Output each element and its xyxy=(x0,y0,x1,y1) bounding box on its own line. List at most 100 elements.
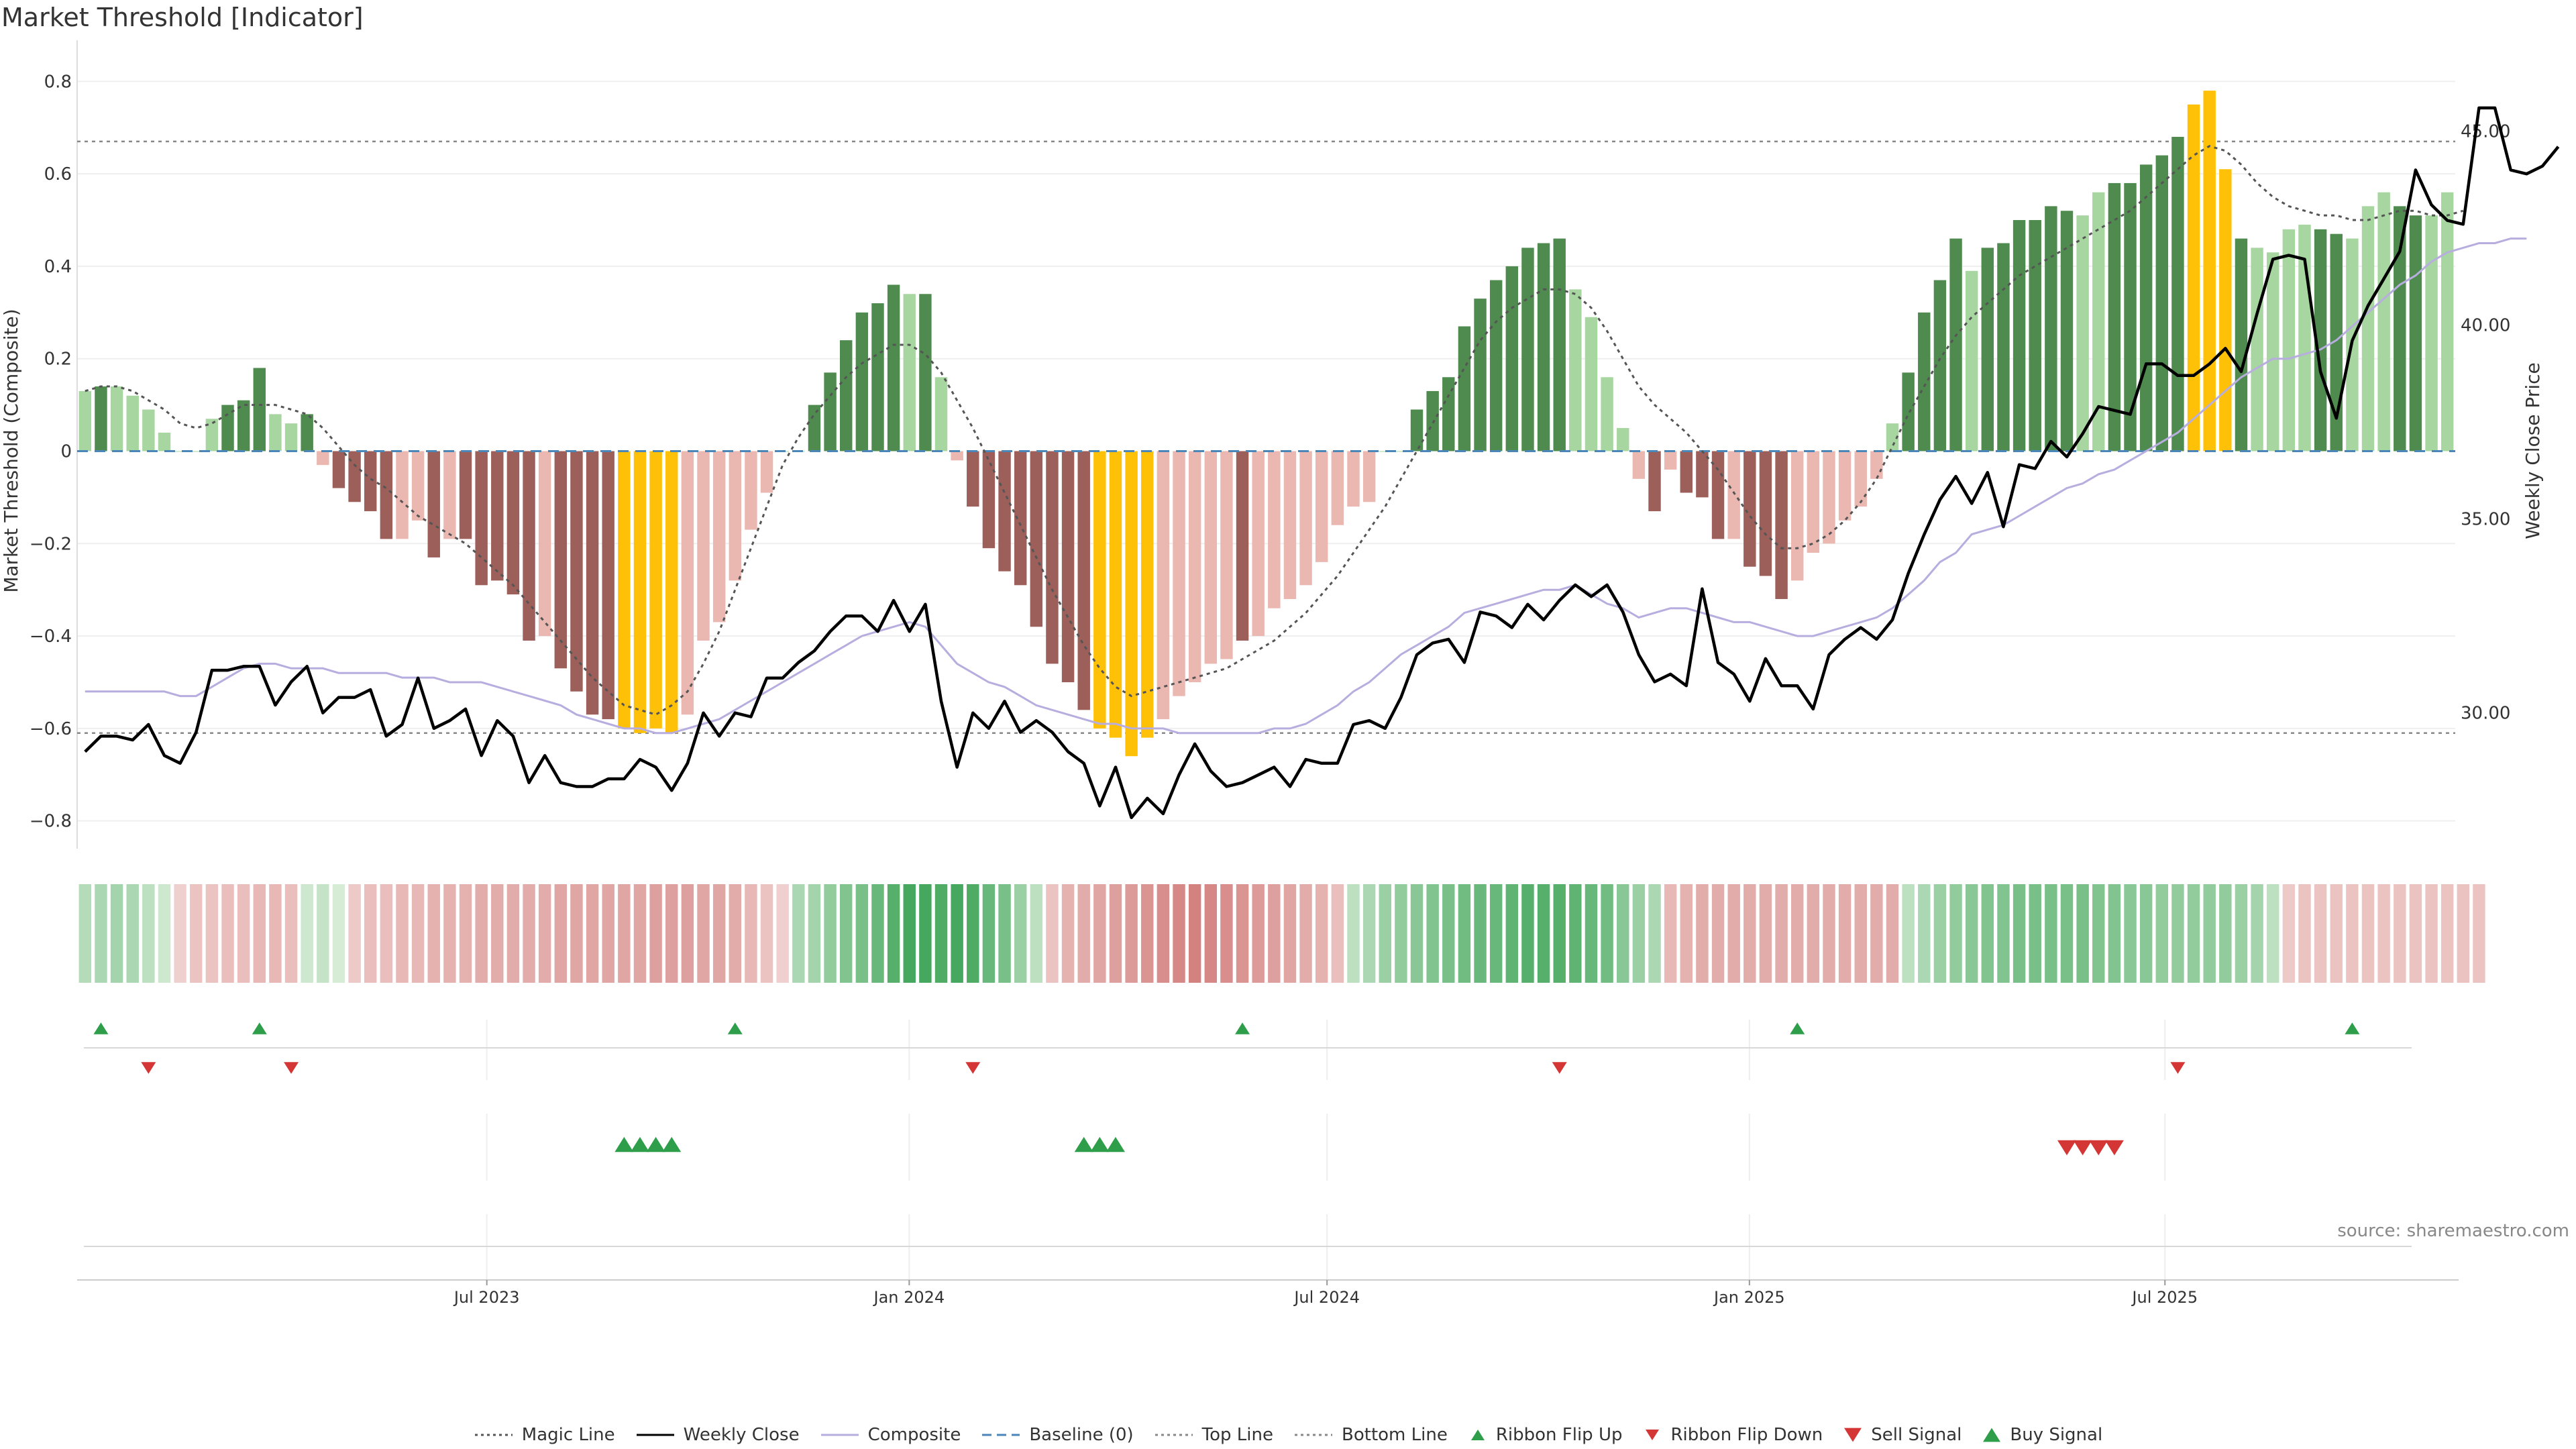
bar xyxy=(269,414,282,451)
ribbon-cell xyxy=(1743,884,1756,983)
bar xyxy=(934,377,948,451)
ribbon-cell xyxy=(1997,884,2010,983)
legend-item: Top Line xyxy=(1154,1425,1273,1445)
bar xyxy=(1759,451,1772,576)
y-tick-label: −0.4 xyxy=(30,627,72,647)
bar xyxy=(2012,220,2026,451)
bar xyxy=(1299,451,1312,586)
legend-swatch xyxy=(1844,1428,1862,1442)
ribbon-flip-up-marker xyxy=(1790,1022,1805,1034)
bar xyxy=(570,451,583,692)
bar xyxy=(1727,451,1740,539)
ribbon-cell xyxy=(903,884,916,983)
bar xyxy=(1236,451,1249,641)
bar xyxy=(1632,451,1646,479)
bar xyxy=(1061,451,1075,682)
bar xyxy=(1696,451,1709,498)
bar xyxy=(1157,451,1170,720)
ribbon-cell xyxy=(1981,884,1994,983)
bar xyxy=(1743,451,1756,567)
bar xyxy=(221,405,234,451)
ribbon-cell xyxy=(1236,884,1249,983)
sell-signal-marker xyxy=(2089,1140,2108,1156)
bar xyxy=(205,419,219,451)
bar xyxy=(1648,451,1661,512)
bar xyxy=(1823,451,1835,544)
y-axis-label: Market Threshold (Composite) xyxy=(0,309,22,592)
ribbon-cell xyxy=(618,884,631,983)
bar xyxy=(2251,248,2263,451)
ribbon-cell xyxy=(475,884,488,983)
ribbon-cell xyxy=(776,884,789,983)
ribbon-cell xyxy=(1093,884,1106,983)
bar xyxy=(380,451,393,539)
ribbon-cell xyxy=(1331,884,1344,983)
bar xyxy=(1347,451,1360,507)
legend-swatch xyxy=(1646,1430,1660,1440)
bar xyxy=(2029,220,2041,451)
bar xyxy=(95,386,107,451)
sell-signal-marker xyxy=(2073,1140,2092,1156)
y-tick-label: 0.8 xyxy=(44,72,72,92)
ribbon-cell xyxy=(491,884,504,983)
ribbon-cell xyxy=(1125,884,1138,983)
legend-swatch xyxy=(636,1434,674,1436)
ribbon-cell xyxy=(2219,884,2232,983)
bar xyxy=(649,451,662,729)
ribbon-cell xyxy=(839,884,853,983)
bar xyxy=(2187,104,2200,451)
ribbon-cell xyxy=(1030,884,1043,983)
ribbon-cell xyxy=(1696,884,1709,983)
legend-label: Weekly Close xyxy=(683,1425,800,1445)
ribbon-cell xyxy=(427,884,440,983)
ribbon-cell xyxy=(1505,884,1519,983)
bar xyxy=(1252,451,1265,637)
bar xyxy=(475,451,488,586)
legend-item: Bottom Line xyxy=(1293,1425,1448,1445)
bar xyxy=(1902,372,1915,451)
buy-signal-marker xyxy=(662,1136,682,1152)
buy-signal-marker xyxy=(1090,1136,1110,1152)
ribbon-cell xyxy=(1188,884,1201,983)
bar xyxy=(1204,451,1218,664)
ribbon-cell xyxy=(967,884,979,983)
bar xyxy=(2394,206,2406,451)
bar xyxy=(284,423,298,451)
bar xyxy=(808,405,821,451)
ribbon-cell xyxy=(1537,884,1550,983)
bar xyxy=(1553,238,1566,451)
ribbon-cell xyxy=(1632,884,1646,983)
ribbon-cell xyxy=(1790,884,1804,983)
ribbon-cell xyxy=(1617,884,1629,983)
weekly-close-line xyxy=(84,106,2560,820)
ribbon-cell xyxy=(1395,884,1407,983)
ribbon-cell xyxy=(824,884,837,983)
bar xyxy=(1379,451,1391,452)
bar xyxy=(1362,451,1376,502)
ribbon-cell xyxy=(1870,884,1883,983)
legend-item: Buy Signal xyxy=(1982,1425,2102,1445)
legend-label: Top Line xyxy=(1201,1425,1273,1445)
bar xyxy=(348,451,361,502)
ribbon-cell xyxy=(1759,884,1772,983)
bar xyxy=(2377,192,2390,451)
bar xyxy=(2361,206,2375,451)
bar xyxy=(1141,451,1154,738)
bar xyxy=(633,451,647,733)
legend-swatch xyxy=(1295,1434,1332,1436)
bar xyxy=(745,451,757,530)
legend-label: Bottom Line xyxy=(1342,1425,1448,1445)
ribbon-cell xyxy=(2440,884,2454,983)
legend-label: Baseline (0) xyxy=(1029,1425,1134,1445)
ribbon-cell xyxy=(1886,884,1899,983)
bar xyxy=(2440,192,2454,451)
ribbon-cell xyxy=(745,884,757,983)
bar xyxy=(2235,238,2248,451)
bar xyxy=(2409,215,2422,451)
ribbon-cell xyxy=(1315,884,1328,983)
bar xyxy=(824,372,837,451)
ribbon-cell xyxy=(2124,884,2137,983)
bar xyxy=(523,451,535,641)
ribbon-cell xyxy=(1680,884,1693,983)
ribbon-cell xyxy=(158,884,171,983)
